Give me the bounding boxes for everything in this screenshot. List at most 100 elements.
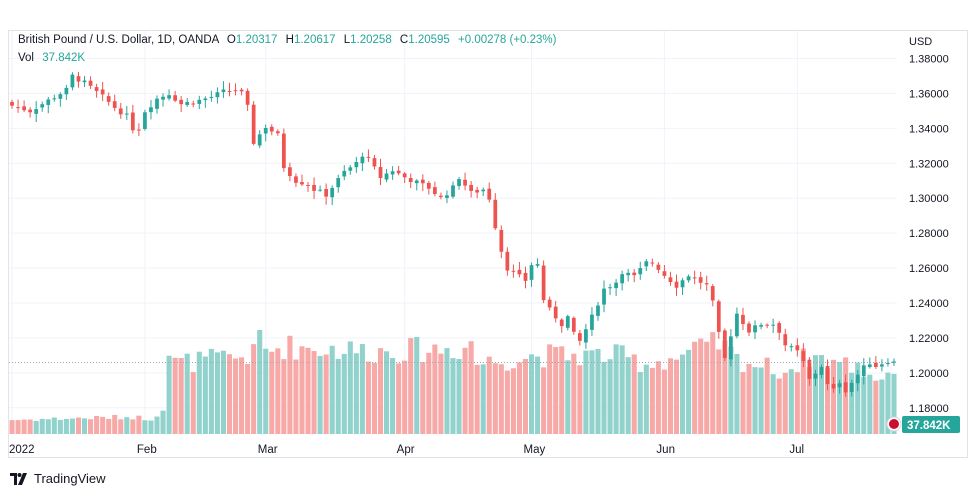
volume-bar	[371, 362, 378, 434]
volume-bar	[583, 350, 589, 434]
candle-body	[855, 374, 860, 384]
candle-body	[571, 317, 576, 332]
candle-body	[396, 170, 401, 174]
candle-body	[577, 333, 582, 341]
volume-bar	[474, 364, 480, 434]
volume-bar	[667, 358, 674, 434]
volume-bar	[100, 416, 106, 434]
volume-bar	[15, 420, 21, 434]
volume-bar	[450, 358, 456, 434]
volume-bar	[365, 361, 371, 434]
volume-bar	[728, 346, 734, 434]
price-chart[interactable]: 1.38000 1.36000 1.34000 1.32000 1.30000 1.280…	[9, 31, 969, 459]
volume-bar	[27, 419, 33, 434]
candle-body	[173, 95, 177, 101]
candle-body	[819, 366, 824, 375]
candle-body	[602, 288, 606, 305]
time-axis[interactable]: 2022 Feb Mar Apr May Jun Jul	[9, 444, 804, 456]
volume-bar	[190, 372, 196, 434]
candle-body	[590, 314, 594, 330]
volume-bar	[220, 350, 226, 434]
volume-bar	[88, 419, 94, 434]
candle-body	[535, 264, 540, 266]
volume-bar	[178, 357, 184, 434]
volume-bar	[21, 419, 27, 434]
candle-body	[886, 363, 890, 365]
candle-body	[257, 134, 262, 146]
candle-body	[203, 98, 208, 101]
volume-bar	[184, 353, 190, 434]
candle-body	[807, 359, 812, 379]
candle-body	[517, 269, 522, 275]
volume-legend[interactable]: Vol 37.842K	[18, 52, 85, 64]
candle-body	[130, 112, 135, 131]
volume-bar	[607, 359, 613, 434]
volume-bar	[462, 347, 468, 434]
price-axis[interactable]: 1.38000 1.36000 1.34000 1.32000 1.30000 1.280…	[886, 36, 960, 433]
candle-body	[662, 271, 667, 276]
low-value: 1.20258	[350, 34, 392, 46]
volume-bar	[341, 353, 347, 434]
volume-bar	[547, 344, 553, 434]
volume-bar	[347, 341, 353, 434]
footer-brand[interactable]: TradingView	[10, 471, 106, 486]
candle-body	[185, 101, 190, 105]
low-label: L	[343, 34, 351, 46]
volume-bar	[94, 415, 100, 434]
candle-body	[366, 156, 371, 158]
chart-frame[interactable]: 1.38000 1.36000 1.34000 1.32000 1.30000 1.280…	[8, 30, 968, 458]
volume-bar	[130, 419, 136, 434]
volume-bar	[746, 363, 752, 434]
volume-bar	[226, 354, 233, 434]
volume-bar	[818, 355, 825, 434]
candle-body	[414, 180, 419, 184]
candle-body	[735, 313, 739, 337]
volume-bar	[263, 348, 269, 434]
volume-bar	[45, 419, 51, 434]
volume-bar	[468, 341, 474, 434]
volume-bar	[329, 345, 335, 434]
candle-body	[22, 106, 26, 111]
candle-body	[523, 272, 528, 281]
candle-body	[433, 187, 437, 195]
candle-body	[487, 188, 492, 200]
candle-body	[837, 383, 842, 388]
candle-body	[342, 170, 347, 177]
volume-bar	[806, 366, 812, 434]
volume-bar	[257, 330, 263, 434]
candle-body	[408, 177, 413, 183]
candle-body	[348, 167, 353, 171]
candle-body	[82, 80, 87, 83]
volume-bar	[764, 357, 770, 434]
volume-bar	[528, 354, 535, 434]
candle-body	[330, 187, 335, 198]
candle-body	[801, 351, 806, 362]
time-tick-label: Jul	[789, 444, 804, 456]
volume-bar	[800, 348, 806, 434]
candle-body	[861, 365, 866, 377]
volume-bar	[752, 367, 758, 434]
price-tick-label: 1.38000	[909, 53, 949, 65]
volume-bar	[613, 344, 619, 434]
symbol-legend[interactable]: British Pound / U.S. Dollar, 1D, OANDA O…	[18, 34, 556, 46]
open-label: O	[226, 34, 236, 46]
candle-body	[553, 306, 558, 319]
volume-bar	[794, 372, 800, 434]
candle-body	[445, 195, 449, 198]
volume-badge	[902, 416, 960, 433]
volume-bar	[118, 419, 124, 434]
volume-bar	[148, 420, 154, 434]
volume-bar	[740, 372, 746, 434]
volume-bar	[625, 357, 631, 434]
candle-body	[288, 167, 292, 177]
volume-bar	[824, 368, 831, 434]
volume-bar	[553, 347, 559, 434]
candle-body	[722, 330, 727, 359]
candle-body	[632, 272, 637, 276]
tradingview-logo-icon	[10, 472, 28, 485]
candle-body	[245, 90, 250, 105]
volume-bar	[63, 418, 69, 434]
candle-body	[547, 299, 552, 308]
volume-bar	[377, 348, 384, 434]
volume-bar	[516, 362, 522, 434]
